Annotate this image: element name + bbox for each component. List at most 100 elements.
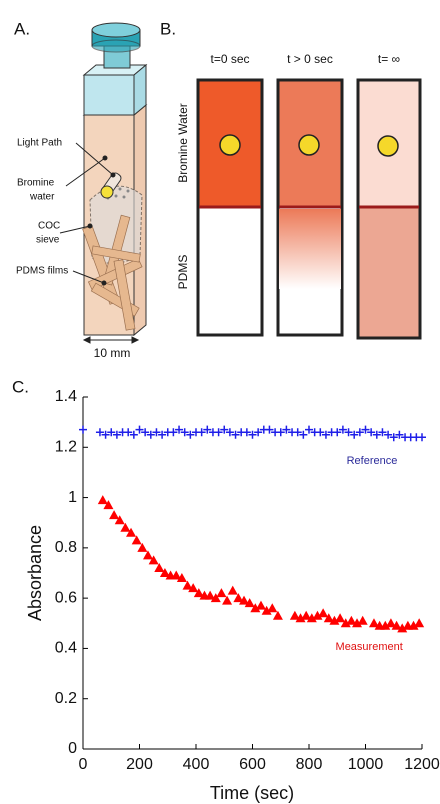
data-point — [391, 620, 402, 630]
data-point — [142, 550, 153, 560]
data-point — [272, 610, 283, 620]
data-point — [220, 425, 229, 434]
data-point — [141, 428, 150, 437]
y-tick-label: 0.6 — [55, 589, 77, 606]
data-point — [265, 425, 274, 434]
data-point — [188, 583, 199, 593]
annotation: Light Path — [17, 138, 62, 149]
data-point — [197, 428, 206, 437]
data-point — [210, 593, 221, 603]
annotation: PDMS films — [16, 266, 68, 277]
data-point — [305, 425, 313, 434]
data-point — [340, 618, 351, 628]
data-point — [180, 428, 189, 437]
annotation: sieve — [36, 235, 60, 246]
data-point — [79, 425, 87, 434]
region-label: Bromine Water — [176, 103, 190, 183]
data-point — [222, 595, 233, 605]
data-point — [124, 428, 133, 437]
data-point — [312, 610, 323, 620]
panel-label: C. — [12, 377, 29, 396]
data-point — [171, 570, 182, 580]
data-point — [408, 620, 419, 630]
region-label: PDMS — [176, 255, 190, 290]
x-tick-label: 400 — [183, 756, 210, 773]
data-point — [205, 590, 216, 600]
data-point — [239, 595, 250, 605]
panel-label: A. — [14, 19, 30, 38]
data-point — [384, 430, 393, 439]
data-point — [395, 430, 404, 439]
data-point — [276, 428, 285, 437]
y-tick-label: 0 — [68, 740, 77, 757]
y-tick-label: 0.8 — [55, 539, 77, 556]
data-point — [316, 428, 325, 437]
data-point — [367, 428, 376, 437]
data-point — [159, 568, 170, 577]
data-point — [261, 605, 272, 615]
data-point — [112, 430, 121, 439]
data-point — [418, 433, 426, 442]
data-point — [282, 425, 291, 434]
x-tick-label: 600 — [239, 756, 266, 773]
data-point — [306, 613, 317, 623]
annotation: Bromine — [17, 178, 55, 189]
data-point — [225, 428, 234, 437]
data-point — [368, 618, 379, 628]
data-point — [335, 613, 346, 623]
data-point — [158, 430, 167, 439]
data-point — [267, 603, 278, 613]
data-point — [97, 495, 108, 505]
data-point — [318, 608, 329, 618]
data-point — [397, 623, 408, 633]
data-point — [95, 428, 104, 437]
data-point — [355, 428, 364, 437]
x-tick-label: 200 — [126, 756, 153, 773]
leaders — [59, 142, 140, 344]
data-point — [378, 428, 387, 437]
y-axis-title: Absorbance — [25, 525, 45, 621]
data-point — [361, 425, 370, 434]
data-point — [203, 425, 212, 434]
cuvette — [82, 22, 148, 337]
data-point — [333, 428, 342, 437]
data-point — [248, 430, 257, 439]
data-point — [244, 598, 255, 608]
data-point — [154, 562, 165, 572]
data-point — [254, 428, 263, 437]
data-point — [357, 615, 368, 625]
data-point — [385, 618, 396, 628]
y-tick-label: 0.4 — [55, 640, 77, 657]
data-point — [329, 615, 340, 625]
data-point — [295, 613, 306, 623]
data-point — [135, 425, 144, 434]
data-point — [255, 600, 266, 610]
data-point — [216, 588, 227, 598]
y-tick-label: 1.2 — [55, 439, 77, 456]
data-point — [289, 610, 300, 620]
y-tick-label: 1 — [68, 489, 77, 506]
data-point — [182, 580, 193, 590]
data-point — [107, 428, 116, 437]
data-point — [346, 615, 357, 625]
data-point — [146, 430, 155, 439]
vials — [196, 78, 422, 340]
data-point — [372, 430, 381, 439]
scale-label: 10 mm — [94, 346, 131, 360]
data-point — [152, 428, 161, 437]
x-tick-label: 800 — [296, 756, 323, 773]
data-point — [321, 430, 330, 439]
data-point — [250, 603, 261, 613]
data-point — [103, 500, 114, 510]
panel-label: B. — [160, 19, 176, 38]
data-point — [414, 618, 425, 628]
series-label: Measurement — [336, 641, 403, 653]
column-label: t= ∞ — [378, 52, 400, 66]
data-point — [114, 515, 125, 525]
data-point — [350, 430, 359, 439]
data-point — [214, 428, 223, 437]
data-point — [380, 620, 391, 630]
data-point — [109, 510, 120, 520]
